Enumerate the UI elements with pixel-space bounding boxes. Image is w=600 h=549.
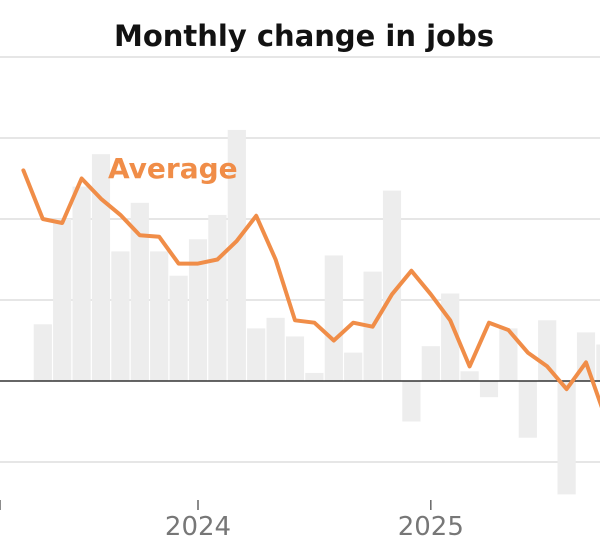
bar bbox=[33, 324, 52, 381]
x-tick-label: 2025 bbox=[398, 512, 464, 542]
bar bbox=[227, 129, 246, 381]
bar bbox=[518, 381, 537, 438]
average-line bbox=[21, 168, 600, 409]
bar bbox=[479, 381, 499, 398]
bar bbox=[266, 317, 285, 381]
average-series-label: Average bbox=[108, 152, 238, 185]
bar bbox=[557, 381, 576, 495]
bar bbox=[247, 328, 266, 381]
bar bbox=[305, 372, 324, 381]
bar-series bbox=[33, 129, 600, 495]
bar bbox=[111, 251, 130, 381]
bar bbox=[150, 251, 169, 381]
bar bbox=[72, 186, 91, 381]
bar bbox=[169, 275, 188, 381]
bar bbox=[91, 154, 111, 381]
bar bbox=[421, 346, 440, 381]
bar bbox=[538, 320, 557, 381]
bar bbox=[53, 219, 72, 381]
bar bbox=[324, 255, 343, 381]
bar bbox=[130, 202, 149, 381]
bar bbox=[402, 381, 421, 422]
chart-title: Monthly change in jobs bbox=[114, 19, 494, 53]
x-tick-label: 2024 bbox=[165, 512, 231, 542]
bar bbox=[208, 214, 227, 381]
x-axis: 2024 2025 bbox=[0, 500, 464, 542]
bar bbox=[499, 328, 518, 381]
bar bbox=[188, 239, 208, 381]
bar bbox=[344, 352, 363, 381]
bar bbox=[382, 190, 402, 381]
bar bbox=[285, 336, 305, 381]
bar bbox=[460, 371, 479, 381]
bar bbox=[596, 344, 600, 381]
